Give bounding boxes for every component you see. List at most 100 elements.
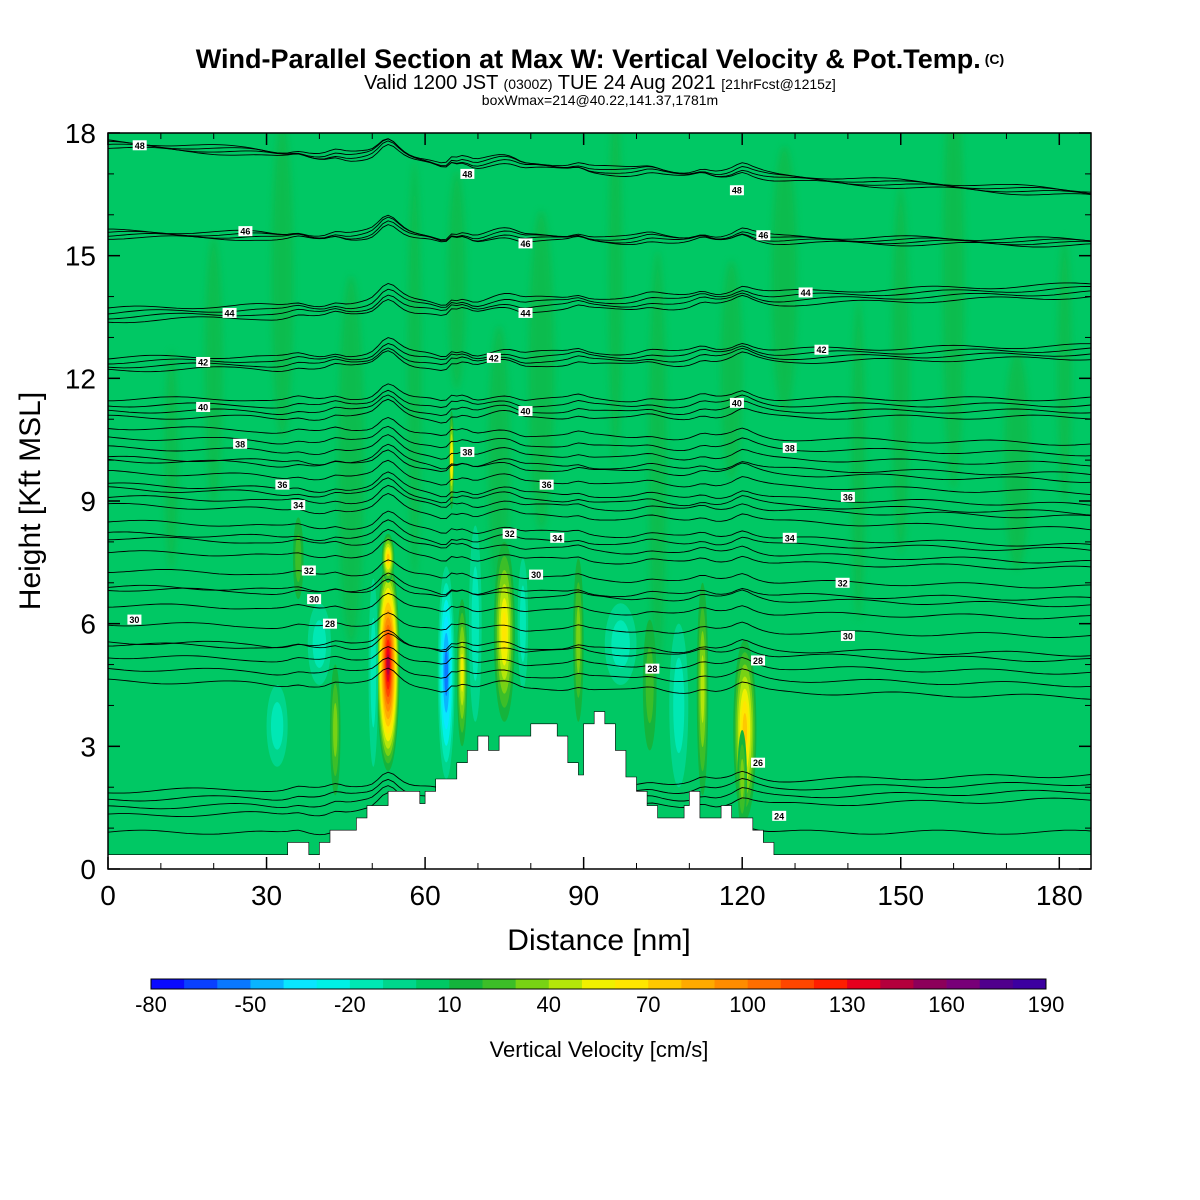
chart-subtitle: Valid 1200 JST (0300Z) TUE 24 Aug 2021 [… [0,72,1200,95]
theta-label-text: 40 [198,402,208,412]
valid-date: TUE 24 Aug 2021 [557,72,716,94]
theta-label-box [460,446,475,457]
chart-title: Wind-Parallel Section at Max W: Vertical… [0,44,1200,74]
theta-label-box [486,352,501,363]
theta-label-box [756,230,771,241]
theta-isentrope-line [108,144,1091,196]
x-tick-label: 60 [410,880,441,911]
velocity-contour-band [700,655,705,723]
colorbar-tick-label: -50 [235,992,267,1017]
theta-label: 34 [291,500,306,511]
theta-label-box [322,618,337,629]
theta-label-box [798,287,813,298]
theta-label-text: 36 [843,492,853,502]
field-streak [407,160,422,581]
theta-isentrope-line [108,425,1091,457]
theta-label-text: 30 [129,615,139,625]
theta-label-text: 40 [521,407,531,417]
velocity-contour-band [519,585,526,662]
theta-label: 36 [840,491,855,502]
theta-isentrope-line [108,559,1091,589]
theta-label-box [814,344,829,355]
x-tick-label: 120 [719,880,766,911]
theta-label: 44 [798,287,813,298]
theta-label-text: 32 [304,566,314,576]
theta-isentrope-line [108,337,1091,360]
velocity-contour-band [740,758,745,800]
colorbar-swatch [548,979,583,989]
theta-label: 34 [550,532,565,543]
field-streak [771,145,798,416]
theta-label-box [518,238,533,249]
velocity-cell [604,603,637,685]
x-axis: 0 30 60 90 120 150 180 [100,133,1083,911]
theta-label-box [550,532,565,543]
box-wmax-info: boxWmax=214@40.22,141.37,1781m [481,92,719,108]
theta-isentrope-line [108,646,1091,675]
theta-label-text: 44 [801,288,811,298]
theta-label-text: 38 [235,439,245,449]
theta-isentrope-line [108,477,1091,516]
theta-isentrope-line [108,459,1091,496]
theta-isentrope-line [108,612,1091,638]
x-tick-label: 0 [100,880,116,911]
colorbar-swatch [383,979,417,989]
colorbar-swatch [581,979,616,989]
theta-contour-labels: 24 26 28 28 28 30 30 30 30 32 32 32 34 34 34 36 36 36 38 38… [127,140,855,821]
colorbar-swatch [349,979,384,989]
theta-label-text: 38 [785,443,795,453]
colorbar-swatch [946,979,981,989]
theta-label: 36 [539,479,554,490]
theta-isentrope-line [108,449,1091,483]
theta-label-text: 30 [309,595,319,605]
velocity-cell [493,541,515,722]
theta-label: 38 [233,438,248,449]
velocity-contour-band [295,534,302,583]
field-streak [1057,235,1072,506]
velocity-contour-band [673,657,685,754]
colorbar-swatch [880,979,914,989]
theta-label: 32 [835,577,850,588]
theta-label-box [502,528,517,539]
y-tick-label: 0 [80,854,96,885]
field-streak [720,260,743,481]
theta-label-box [539,479,554,490]
velocity-cell [368,578,379,767]
theta-label-text: 32 [838,578,848,588]
theta-isentrope-line [108,394,1091,417]
theta-label-box [291,500,306,511]
theta-label: 30 [127,614,142,625]
x-tick-label: 180 [1036,880,1083,911]
theta-label-box [196,401,211,412]
velocity-contour-band [645,646,654,724]
plot-area: 24 26 28 28 28 30 30 30 30 32 32 32 34 34 34 36 36 36 38 38… [108,133,1091,869]
theta-label: 40 [518,406,533,417]
theta-label-box [840,491,855,502]
theta-label-box [233,438,248,449]
field-streak [528,210,555,531]
theta-label-box [835,577,850,588]
velocity-contour-band [386,553,390,563]
y-tick-label: 18 [65,118,96,149]
theta-label: 36 [275,479,290,490]
theta-contours [108,138,1091,837]
colorbar-swatch [283,979,318,989]
velocity-cell [381,533,395,583]
velocity-cell [266,685,288,767]
theta-label-text: 28 [325,619,335,629]
field-streak [204,235,223,506]
velocity-cell [642,619,657,751]
velocity-contour-band [386,654,390,675]
theta-label-text: 48 [732,186,742,196]
colorbar-tick-label: 160 [928,992,965,1017]
theta-isentrope-line [108,629,1091,657]
colorbar-swatch [913,979,947,989]
colorbar-tick-label: 70 [636,992,660,1017]
theta-label-text: 42 [816,345,826,355]
theta-label: 28 [322,618,337,629]
velocity-contour-band [270,702,284,750]
theta-label: 28 [751,655,766,666]
velocity-cell [329,664,341,796]
colorbar-swatch [250,979,284,989]
theta-label-text: 46 [758,231,768,241]
